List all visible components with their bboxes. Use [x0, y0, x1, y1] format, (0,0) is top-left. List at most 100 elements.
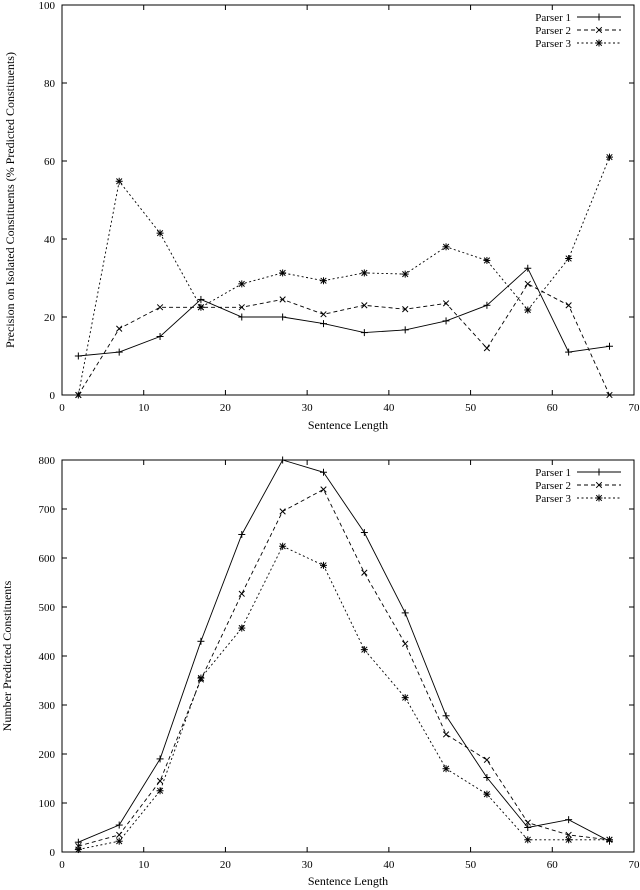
legend-label: Parser 2: [535, 25, 571, 37]
data-point: [279, 313, 287, 321]
data-point: [524, 824, 532, 831]
data-point: [565, 836, 573, 844]
legend-label: Parser 1: [535, 467, 571, 479]
data-point: [565, 831, 572, 839]
data-point: [74, 391, 82, 399]
data-point: [605, 342, 613, 350]
data-point: [524, 264, 532, 272]
x-tick-label: 40: [383, 859, 395, 871]
data-point: [156, 755, 164, 763]
data-point: [605, 836, 613, 844]
y-tick-label: 400: [39, 651, 56, 663]
data-point: [401, 326, 409, 334]
data-point: [401, 609, 409, 617]
series-2: [75, 280, 613, 399]
y-tick-label: 80: [44, 78, 56, 90]
data-point: [238, 280, 246, 288]
data-point: [606, 391, 613, 399]
data-point: [320, 486, 327, 493]
data-point: [279, 508, 286, 515]
x-tick-label: 50: [465, 402, 477, 414]
series-line: [77, 283, 610, 396]
data-point: [442, 300, 450, 307]
data-point: [483, 756, 491, 764]
data-point: [401, 694, 409, 702]
y-tick-label: 100: [39, 798, 56, 810]
data-point: [156, 229, 164, 237]
legend-label: Parser 2: [535, 480, 571, 492]
data-point: [524, 280, 531, 288]
data-point: [319, 468, 327, 476]
data-point: [115, 821, 123, 829]
data-point: [156, 777, 164, 785]
data-point: [74, 838, 82, 846]
y-tick-label: 800: [39, 455, 56, 467]
data-point: [197, 295, 205, 303]
data-point: [565, 255, 573, 262]
y-tick-label: 300: [39, 700, 56, 712]
data-point: [115, 348, 123, 356]
legend-marker: [595, 481, 603, 489]
data-point: [197, 637, 205, 645]
legend-marker: [595, 13, 603, 21]
x-tick-label: 0: [59, 859, 65, 871]
data-point: [524, 819, 531, 826]
data-point: [319, 320, 327, 328]
x-tick-label: 60: [547, 402, 559, 414]
series-1: [74, 456, 613, 846]
y-tick-label: 60: [44, 156, 56, 168]
x-axis-label: Sentence Length: [308, 874, 388, 888]
data-point: [565, 816, 573, 824]
x-tick-label: 20: [220, 859, 232, 871]
y-axis-label: Precision on Isolated Constituents (% Pr…: [3, 52, 17, 348]
y-tick-label: 600: [39, 553, 56, 565]
plot-frame: [61, 459, 635, 853]
data-point: [238, 313, 246, 321]
series-line: [78, 488, 610, 847]
x-tick-label: 30: [302, 402, 314, 414]
legend-marker: [595, 494, 603, 502]
data-point: [524, 836, 532, 844]
x-tick-label: 70: [629, 402, 640, 414]
data-point: [320, 311, 327, 318]
precision-chart: 0 10 20 30 40 50 60 70 0 20 40 60 80 100 Sentence Leng…: [3, 0, 640, 432]
data-point: [360, 269, 368, 277]
data-point: [402, 640, 409, 647]
legend-marker: [595, 468, 603, 476]
data-point: [361, 569, 368, 576]
series-line: [78, 545, 610, 850]
x-tick-label: 10: [138, 859, 150, 871]
data-point: [238, 590, 245, 597]
x-tick-label: 70: [629, 859, 640, 871]
data-point: [483, 774, 491, 782]
series-2: [75, 486, 613, 850]
data-point: [116, 325, 123, 332]
data-point: [115, 177, 123, 185]
data-point: [401, 270, 409, 278]
series-1: [74, 264, 613, 360]
data-point: [483, 345, 491, 352]
predicted-constituents-chart: 0 10 20 30 40 50 60 700100200300400500600700800…: [0, 455, 640, 888]
y-tick-label: 0: [50, 390, 56, 402]
legend-label: Parser 3: [535, 493, 571, 505]
data-point: [116, 831, 123, 839]
data-point: [605, 153, 613, 161]
data-point: [565, 348, 573, 356]
legend-label: Parser 3: [535, 38, 571, 50]
series-3: [74, 153, 613, 399]
y-tick-label: 200: [39, 749, 56, 761]
y-axis-label: Number Predicted Constituents: [0, 580, 14, 731]
data-point: [402, 306, 409, 313]
data-point: [279, 542, 287, 550]
x-tick-label: 60: [547, 859, 559, 871]
data-point: [565, 302, 572, 309]
series-3: [74, 542, 613, 854]
data-point: [156, 333, 164, 340]
data-point: [442, 765, 450, 773]
data-point: [442, 243, 450, 251]
series-line: [78, 459, 610, 843]
data-point: [156, 787, 164, 795]
